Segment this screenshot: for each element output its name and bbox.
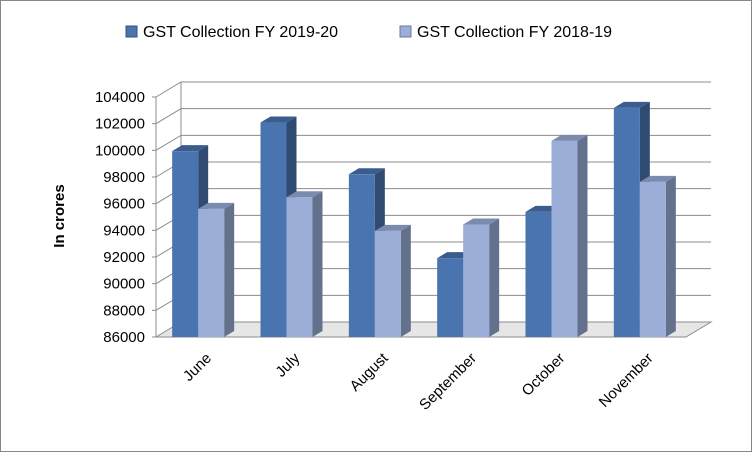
bar-top bbox=[348, 168, 385, 175]
bar-top bbox=[374, 224, 411, 231]
bar-front bbox=[437, 258, 464, 337]
bar-side bbox=[577, 134, 588, 337]
y-tick-label: 88000 bbox=[103, 302, 145, 319]
bar-fy2018-19-august bbox=[374, 224, 411, 337]
bar-front bbox=[525, 211, 552, 337]
y-tick-label: 86000 bbox=[103, 329, 145, 346]
bar-top bbox=[198, 202, 235, 209]
bar-top bbox=[639, 175, 676, 182]
bar-front bbox=[463, 224, 490, 337]
bar-front bbox=[374, 230, 401, 337]
legend-item-series-2: GST Collection FY 2018-19 bbox=[399, 24, 612, 41]
bar-top bbox=[463, 218, 500, 225]
y-tick-label: 94000 bbox=[103, 222, 145, 239]
y-axis-label: In crores bbox=[51, 184, 68, 247]
bar-side bbox=[400, 224, 411, 337]
bar-fy2018-19-october bbox=[551, 134, 588, 337]
y-tick-label: 92000 bbox=[103, 249, 145, 266]
bar-front bbox=[551, 140, 578, 337]
x-tick-label-october: October bbox=[519, 350, 569, 400]
bar-side bbox=[312, 191, 323, 337]
bar-front bbox=[172, 151, 199, 337]
gridline bbox=[155, 108, 711, 125]
y-tick-label: 96000 bbox=[103, 196, 145, 213]
x-tick-label-september: September bbox=[416, 350, 480, 414]
legend-swatch-series-1 bbox=[125, 25, 138, 38]
x-tick-label-august: August bbox=[347, 349, 393, 395]
bar-top bbox=[286, 191, 323, 198]
bar-fy2018-19-july bbox=[286, 191, 323, 337]
bar-top bbox=[551, 134, 588, 141]
legend-label-series-1: GST Collection FY 2019-20 bbox=[143, 24, 338, 41]
bar-fy2018-19-september bbox=[463, 218, 500, 337]
y-tick-label: 100000 bbox=[95, 142, 145, 159]
legend-item-series-1: GST Collection FY 2019-20 bbox=[125, 24, 338, 41]
bar-front bbox=[260, 122, 287, 337]
bar-fy2018-19-june bbox=[198, 202, 235, 337]
bar-front bbox=[348, 174, 375, 337]
bar-front bbox=[613, 107, 640, 337]
bars bbox=[172, 101, 676, 337]
bar-top bbox=[260, 116, 297, 123]
x-tick-label-november: November bbox=[596, 350, 657, 411]
bar-top bbox=[613, 101, 650, 108]
bar-side bbox=[489, 218, 500, 337]
legend-swatch-series-2 bbox=[399, 25, 412, 38]
x-tick-label-july: July bbox=[272, 349, 303, 380]
bar-front bbox=[198, 208, 225, 337]
bar-top bbox=[172, 145, 209, 152]
x-tick-label-june: June bbox=[180, 350, 215, 385]
y-axis-ticks: 86000 88000 90000 92000 94000 96000 98000 10000… bbox=[95, 89, 156, 346]
gridline bbox=[155, 81, 711, 98]
bar-fy2018-19-november bbox=[639, 175, 676, 337]
bar-side bbox=[665, 175, 676, 337]
gridline bbox=[155, 134, 711, 151]
bar-front bbox=[286, 197, 313, 337]
y-tick-label: 102000 bbox=[95, 116, 145, 133]
x-axis-ticks: June July August September October November bbox=[180, 349, 657, 413]
y-tick-label: 90000 bbox=[103, 276, 145, 293]
y-tick-label: 104000 bbox=[95, 89, 145, 106]
legend: GST Collection FY 2019-20 GST Collection… bbox=[125, 24, 612, 41]
y-tick-label: 98000 bbox=[103, 169, 145, 186]
legend-label-series-2: GST Collection FY 2018-19 bbox=[417, 24, 612, 41]
bar-side bbox=[224, 202, 235, 337]
bar-front bbox=[639, 181, 666, 337]
